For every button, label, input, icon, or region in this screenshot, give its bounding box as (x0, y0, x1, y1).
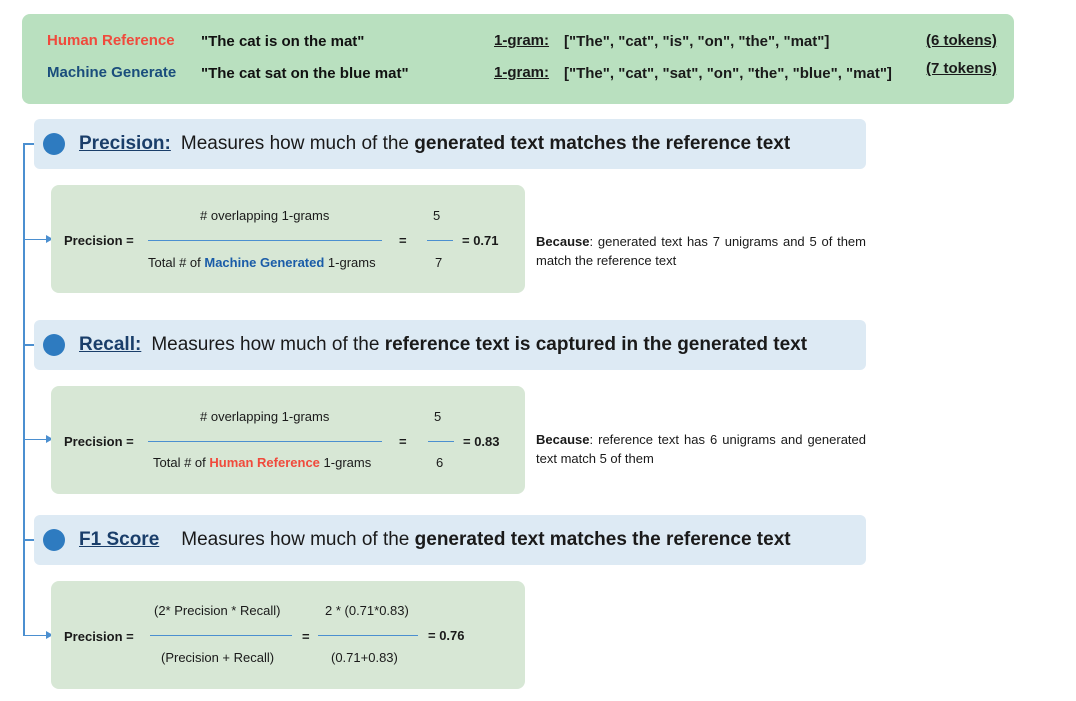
f1-fraction-line (150, 635, 292, 636)
arrow-precision-icon (46, 235, 53, 243)
recall-denom-prefix: Total # of (153, 455, 210, 470)
precision-desc-bold: generated text matches the reference tex… (414, 133, 791, 154)
f1-equals: = (302, 629, 310, 644)
recall-lhs: Precision = (64, 434, 134, 449)
precision-den-value: 7 (435, 255, 443, 270)
precision-denom-prefix: Total # of (148, 255, 205, 270)
human-tokens: ["The", "cat", "is", "on", "the", "mat"] (564, 33, 830, 50)
precision-fraction-line (148, 240, 382, 241)
f1-den-value: (0.71+0.83) (331, 650, 398, 665)
f1-header-text: F1 Score Measures how much of the generat… (79, 529, 791, 551)
precision-header-text: Precision: Measures how much of the gener… (79, 133, 790, 155)
machine-gram-label: 1-gram: (494, 64, 550, 81)
precision-result: = 0.71 (462, 233, 499, 248)
precision-denom-highlight: Machine Generated (204, 255, 325, 270)
precision-because-text: : generated text has 7 unigrams and 5 of… (536, 234, 866, 268)
recall-result: = 0.83 (463, 434, 500, 449)
f1-header (34, 515, 866, 565)
precision-desc-prefix: Measures how much of the (180, 133, 415, 154)
precision-denominator: Total # of Machine Generated 1-grams (148, 255, 376, 270)
reference-panel (22, 14, 1014, 104)
human-gram-label: 1-gram: (494, 32, 550, 49)
recall-den-value: 6 (436, 455, 444, 470)
connector-vertical (23, 143, 25, 636)
machine-generate-label: Machine Generate (47, 64, 177, 81)
arrow-recall-icon (46, 435, 53, 443)
f1-num-value: 2 * (0.71*0.83) (325, 603, 409, 618)
recall-value-line (428, 441, 454, 442)
connector-recall (23, 439, 47, 440)
recall-because-text: : reference text has 6 unigrams and gene… (536, 432, 866, 466)
recall-num-value: 5 (434, 409, 442, 424)
recall-denominator: Total # of Human Reference 1-grams (153, 455, 371, 470)
recall-formula-box (51, 386, 525, 494)
f1-bullet-icon (43, 529, 65, 551)
precision-title: Precision: (79, 133, 171, 154)
precision-value-line (427, 240, 453, 241)
f1-value-line (318, 635, 418, 636)
recall-bullet-icon (43, 334, 65, 356)
recall-denom-suffix: 1-grams (319, 455, 372, 470)
f1-lhs: Precision = (64, 629, 134, 644)
connector-precision (23, 239, 47, 240)
recall-because: Because: reference text has 6 unigrams a… (536, 430, 866, 468)
precision-header (34, 119, 866, 169)
precision-because: Because: generated text has 7 unigrams a… (536, 232, 866, 270)
precision-because-label: Because (536, 234, 590, 249)
recall-title: Recall: (79, 334, 142, 355)
f1-numerator: (2* Precision * Recall) (154, 603, 281, 618)
machine-token-count: (7 tokens) (926, 60, 997, 77)
human-reference-label: Human Reference (47, 32, 175, 49)
precision-numerator: # overlapping 1-grams (200, 208, 330, 223)
machine-tokens: ["The", "cat", "sat", "on", "the", "blue… (564, 65, 892, 82)
recall-numerator: # overlapping 1-grams (200, 409, 330, 424)
precision-denom-suffix: 1-grams (324, 255, 376, 270)
precision-formula-box (51, 185, 525, 293)
recall-header-text: Recall: Measures how much of the referenc… (79, 334, 807, 356)
recall-because-label: Because (536, 432, 590, 447)
recall-header (34, 320, 866, 370)
recall-desc-bold: reference text is captured in the genera… (384, 334, 808, 355)
f1-denominator: (Precision + Recall) (161, 650, 275, 665)
f1-desc-bold: generated text matches the reference tex… (414, 529, 791, 550)
f1-result: = 0.76 (428, 628, 465, 643)
precision-bullet-icon (43, 133, 65, 155)
precision-equals: = (399, 233, 407, 248)
human-sentence: "The cat is on the mat" (201, 33, 365, 50)
recall-equals: = (399, 434, 407, 449)
f1-title: F1 Score (79, 529, 160, 550)
machine-sentence: "The cat sat on the blue mat" (201, 65, 409, 82)
recall-denom-highlight: Human Reference (209, 455, 320, 470)
recall-desc-prefix: Measures how much of the (151, 334, 385, 355)
precision-lhs: Precision = (64, 233, 134, 248)
recall-fraction-line (148, 441, 382, 442)
human-token-count: (6 tokens) (926, 32, 997, 49)
precision-num-value: 5 (433, 208, 441, 223)
connector-f1 (23, 635, 47, 636)
arrow-f1-icon (46, 631, 53, 639)
f1-desc-prefix: Measures how much of the (181, 529, 415, 550)
